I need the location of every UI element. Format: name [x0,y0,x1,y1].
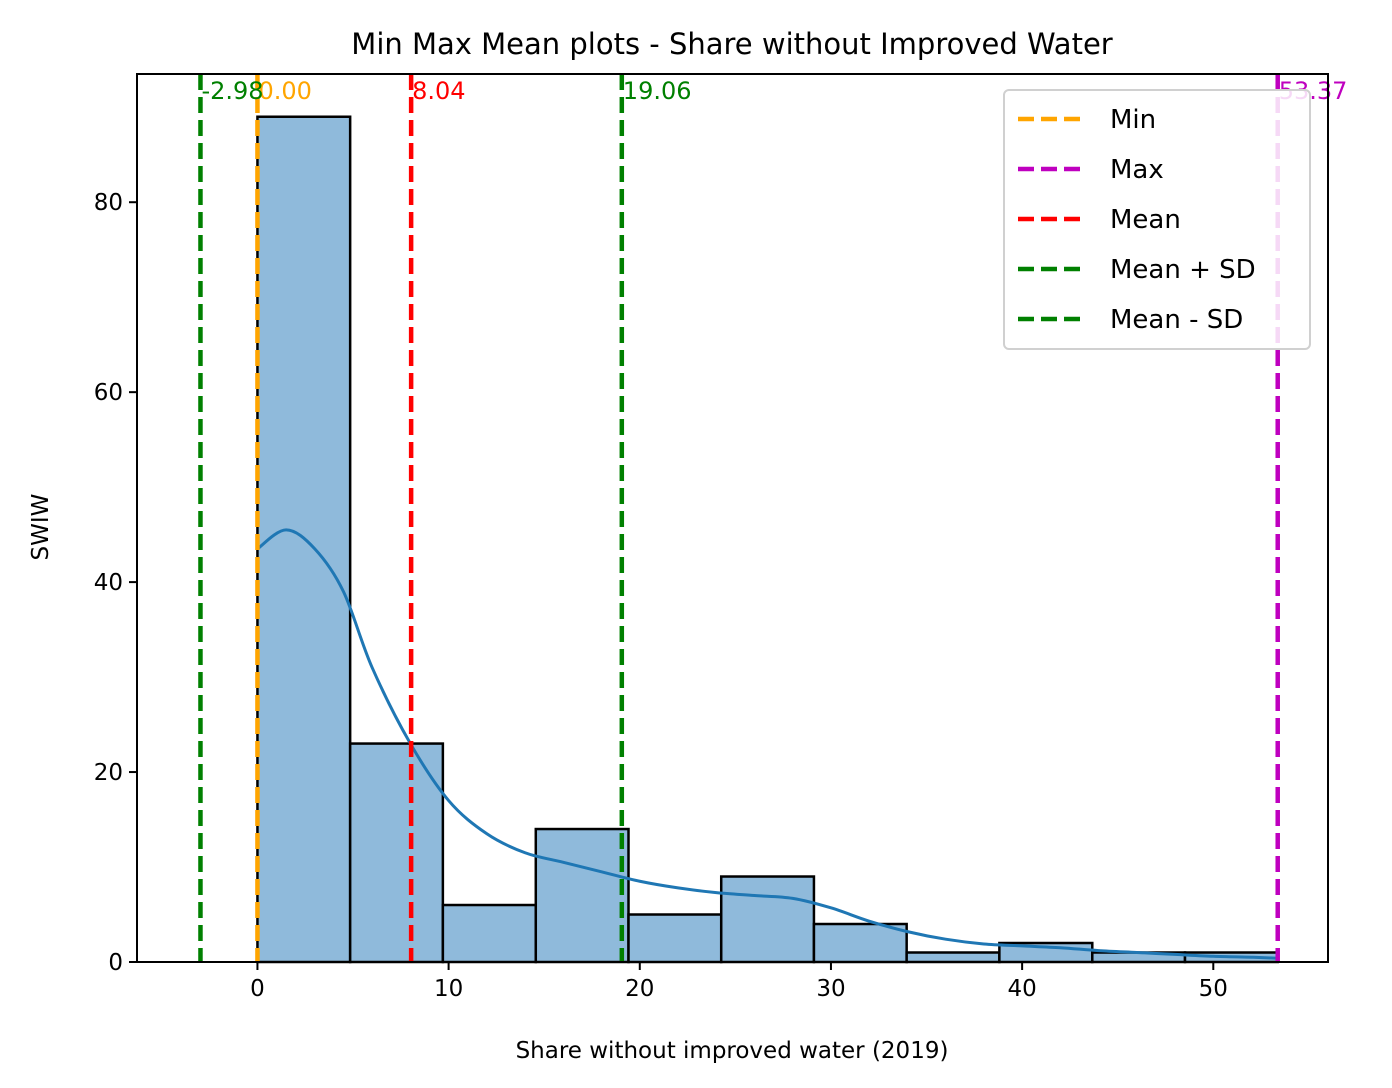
legend-label-mean-sd: Mean - SD [1110,305,1243,335]
histogram-bar [348,742,445,964]
chart-title: Min Max Mean plots - Share without Impro… [351,27,1112,61]
x-tick-label: 0 [250,976,265,1002]
histogram-bar [812,922,908,964]
kde-curve [256,528,1278,960]
legend-box [1003,89,1311,350]
x-tick-label: 30 [816,976,845,1002]
legend-label-mean: Mean [1110,205,1181,235]
histogram-bar [534,827,630,964]
y-tick-label: 0 [108,950,123,976]
legend: Min Max Mean Mean + SD Mean - SD [1003,89,1311,350]
histogram-bar [719,875,816,964]
vline-label-min: 0.00 [258,77,311,105]
legend-label-min: Min [1110,105,1156,135]
y-axis-label: SWIW [28,494,54,561]
x-tick-label: 20 [625,976,654,1002]
legend-label-mean-sd: Mean + SD [1110,255,1256,285]
y-tick-label: 20 [94,760,123,786]
axes-frame [136,73,1329,963]
x-axis-label: Share without improved water (2019) [516,1038,949,1064]
histogram-bar [905,951,1001,964]
y-tick-label: 60 [94,380,123,406]
x-tick-label: 40 [1007,976,1036,1002]
legend-label-max: Max [1110,155,1164,185]
histogram-bar [441,903,538,964]
vline-label-mean-sd: -2.98 [201,77,263,105]
y-tick-label: 80 [94,190,123,216]
plot-area: 0.00 53.378.04 19.06-2.980 10 20 30 40 50020406… [94,73,1347,1002]
y-tick-label: 40 [94,570,123,596]
vline-label-mean: 8.04 [412,77,465,105]
x-tick-label: 10 [434,976,463,1002]
x-tick-label: 50 [1199,976,1228,1002]
vline-label-mean-sd: 19.06 [623,77,692,105]
histogram-bar [627,913,723,964]
